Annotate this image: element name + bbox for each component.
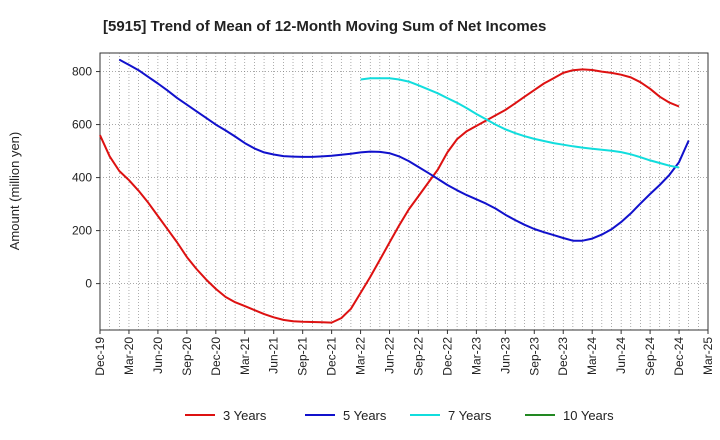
legend-label-3: 7 Years	[448, 408, 492, 423]
y-tick-label: 200	[72, 224, 92, 238]
series-layer	[99, 58, 690, 324]
x-tick-label: Sep-24	[643, 337, 657, 376]
grid	[100, 53, 708, 330]
x-tick-label: Dec-24	[672, 337, 686, 376]
series-line-3	[360, 77, 680, 169]
y-tick-label: 800	[72, 65, 92, 79]
x-tick-label: Mar-22	[354, 337, 368, 375]
x-tick-label: Jun-24	[614, 337, 628, 374]
x-tick-label: Jun-21	[267, 337, 281, 374]
y-tick-label: 0	[85, 277, 92, 291]
x-tick-label: Mar-20	[122, 337, 136, 375]
x-tick-label: Sep-22	[411, 337, 425, 376]
x-tick-label: Mar-24	[585, 337, 599, 375]
y-axis-label: Amount (million yen)	[7, 132, 22, 251]
series-line-1	[99, 68, 680, 324]
x-axis: Dec-19 Mar-20 Jun-20 Sep-20 Dec-20 Mar-21 Jun-…	[93, 330, 715, 376]
x-tick-label: Sep-21	[296, 337, 310, 376]
plot-frame	[99, 52, 709, 331]
x-tick-label: Dec-21	[325, 337, 339, 376]
x-tick-label: Dec-20	[209, 337, 223, 376]
legend: 3 Years 5 Years 7 Years 10 Years	[185, 408, 614, 423]
series-line-2	[118, 58, 690, 242]
x-tick-label: Dec-23	[556, 337, 570, 376]
x-tick-label: Sep-20	[180, 337, 194, 376]
legend-label-4: 10 Years	[563, 408, 614, 423]
plot-area	[99, 52, 709, 331]
y-axis: 0 200 400 600 800	[72, 65, 100, 291]
x-tick-label: Mar-23	[469, 337, 483, 375]
x-tick-label: Mar-25	[701, 337, 715, 375]
x-tick-label: Dec-22	[440, 337, 454, 376]
y-tick-label: 600	[72, 118, 92, 132]
chart-title: [5915] Trend of Mean of 12-Month Moving …	[103, 18, 546, 35]
x-tick-label: Jun-22	[383, 337, 397, 374]
legend-label-2: 5 Years	[343, 408, 387, 423]
x-tick-label: Jun-23	[498, 337, 512, 374]
y-tick-label: 400	[72, 171, 92, 185]
x-tick-label: Mar-21	[238, 337, 252, 375]
legend-label-1: 3 Years	[223, 408, 267, 423]
x-tick-label: Sep-23	[527, 337, 541, 376]
x-tick-label: Jun-20	[151, 337, 165, 374]
x-tick-label: Dec-19	[93, 337, 107, 376]
